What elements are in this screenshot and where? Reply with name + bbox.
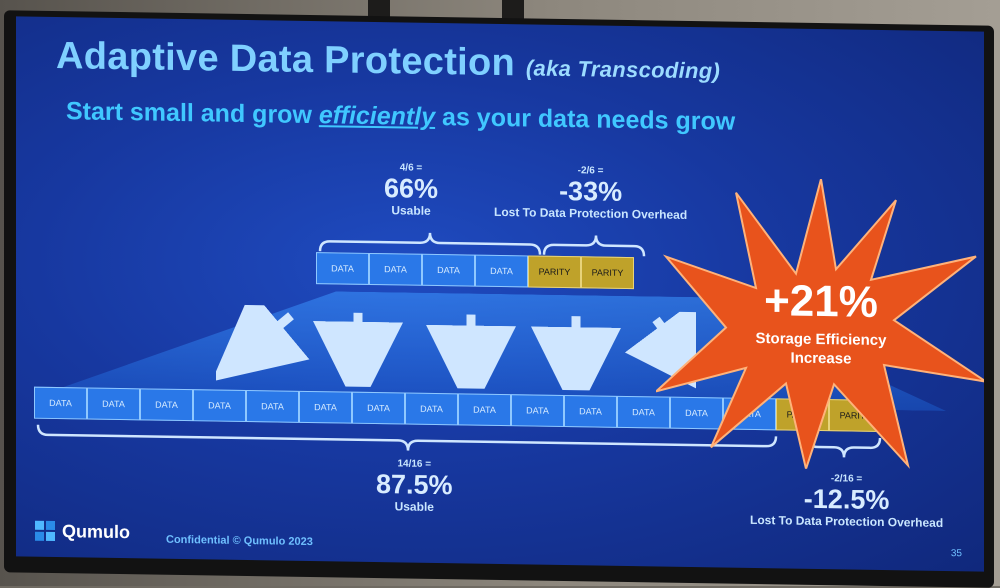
bottom-data-block: DATA [87,387,140,421]
presentation-slide: Adaptive Data Protection (aka Transcodin… [16,16,984,572]
qumulo-logo-icon [35,520,55,542]
bottom-overhead-label: Lost To Data Protection Overhead [750,512,944,530]
top-braces [318,232,646,257]
top-data-block: DATA [475,254,528,288]
top-data-block: DATA [316,252,369,285]
bottom-usable-label: Usable [394,499,434,514]
bottom-data-block: DATA [458,393,511,427]
bottom-data-block: DATA [352,391,405,425]
subtitle-emphasis: efficiently [318,101,436,131]
bottom-data-block: DATA [564,395,617,428]
subtitle-end: as your data needs grow [435,102,736,136]
top-data-block: DATA [369,252,422,286]
bottom-data-block: DATA [246,390,299,423]
bottom-data-block: DATA [140,388,193,422]
logo-text: Qumulo [62,520,130,542]
bottom-usable-stat: 14/16 = 87.5% Usable [376,458,453,514]
top-parity-block: PARITY [581,256,634,290]
confidential-footer: Confidential © Qumulo 2023 [166,533,313,549]
top-data-block: DATA [422,253,475,287]
bottom-data-block: DATA [405,392,458,426]
top-usable-fraction: 4/6 = [399,162,423,174]
bottom-data-block: DATA [511,394,564,428]
bottom-data-block: DATA [34,386,87,420]
bottom-usable-percent: 87.5% [376,469,453,501]
top-parity-block: PARITY [528,255,581,289]
qumulo-logo: Qumulo [34,520,130,544]
slide-title: Adaptive Data Protection (aka Transcodin… [56,35,720,88]
bottom-overhead-percent: -12.5% [803,483,890,516]
bottom-overhead-stat: -2/16 = -12.5% Lost To Data Protection O… [750,472,943,530]
slide-title-main: Adaptive Data Protection [56,35,516,85]
top-block-row: DATA DATA DATA DATA PARITY PARITY [316,252,634,290]
arrow-icon [624,304,696,393]
top-usable-label: Usable [391,203,431,218]
top-usable-stat: 4/6 = 66% Usable [384,162,438,218]
expansion-arrows [216,304,696,393]
bottom-data-block: DATA [193,389,246,423]
starburst-icon [656,178,984,472]
subtitle-start: Start small and grow [66,97,319,130]
top-usable-percent: 66% [384,173,439,205]
callout-value: +21% [764,276,878,327]
slide-title-aside: (aka Transcoding) [525,55,721,84]
arrow-icon [216,304,310,382]
page-number: 35 [950,548,962,560]
efficiency-callout: +21% Storage Efficiency Increase [656,176,984,472]
slide-subtitle: Start small and grow efficiently as your… [66,97,735,137]
bottom-data-block: DATA [299,390,352,424]
